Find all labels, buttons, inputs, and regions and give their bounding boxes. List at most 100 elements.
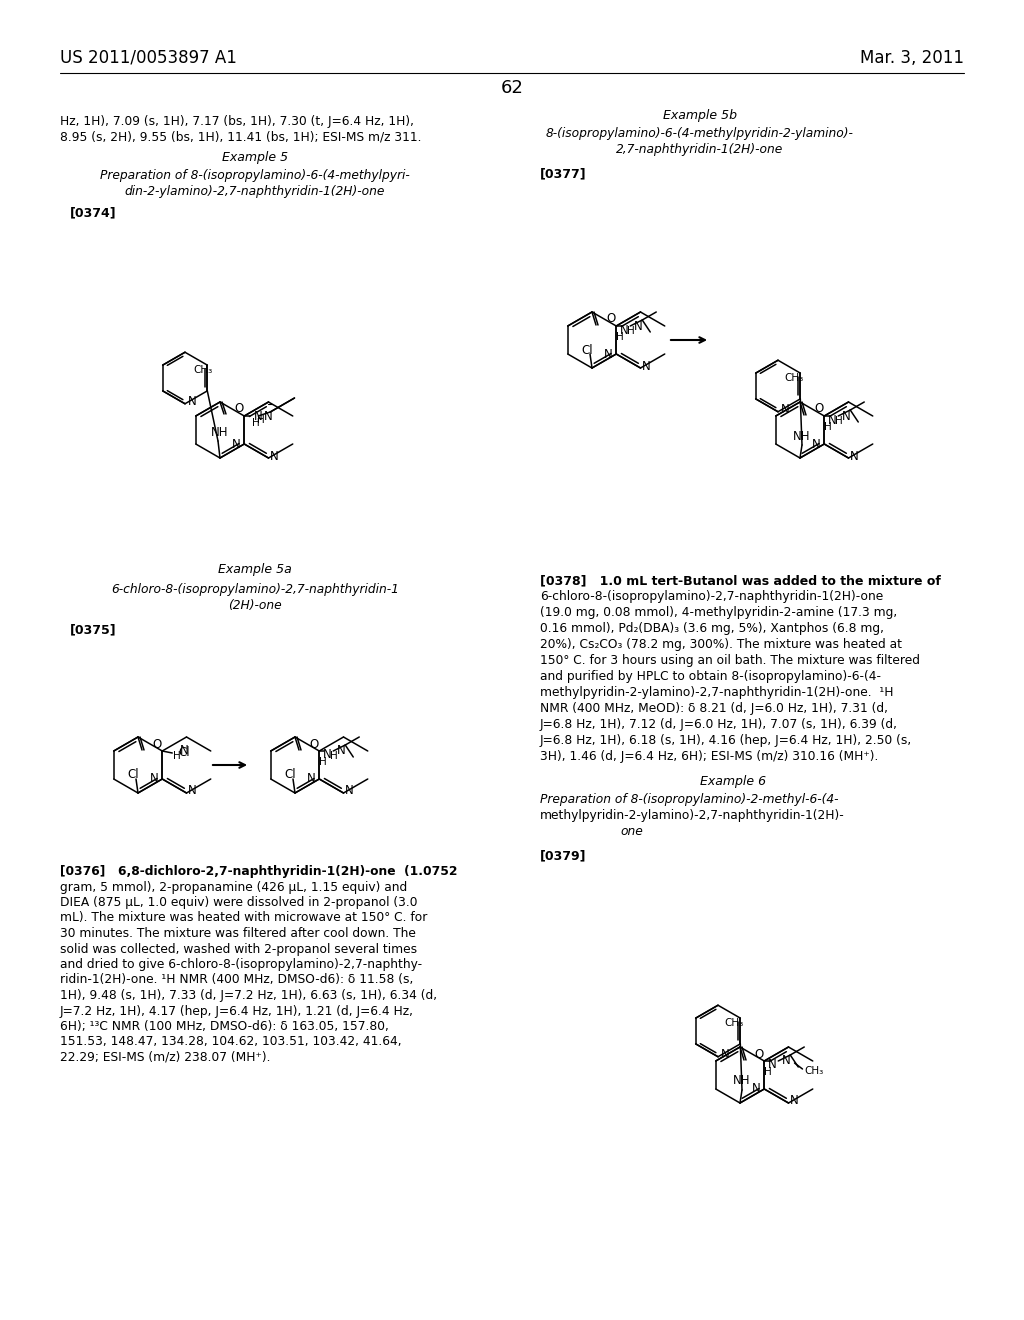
Text: CH₃: CH₃ xyxy=(784,374,804,383)
Text: Hz, 1H), 7.09 (s, 1H), 7.17 (bs, 1H), 7.30 (t, J=6.4 Hz, 1H),: Hz, 1H), 7.09 (s, 1H), 7.17 (bs, 1H), 7.… xyxy=(60,115,414,128)
Text: N: N xyxy=(620,323,629,337)
Text: CH₃: CH₃ xyxy=(805,1067,823,1076)
Text: H: H xyxy=(252,418,260,428)
Text: one: one xyxy=(620,825,643,838)
Text: H: H xyxy=(824,422,833,432)
Text: Cl: Cl xyxy=(582,343,593,356)
Text: 6H); ¹³C NMR (100 MHz, DMSO-d6): δ 163.05, 157.80,: 6H); ¹³C NMR (100 MHz, DMSO-d6): δ 163.0… xyxy=(60,1020,389,1034)
Text: H: H xyxy=(835,416,843,426)
Text: J=6.8 Hz, 1H), 7.12 (d, J=6.0 Hz, 1H), 7.07 (s, 1H), 6.39 (d,: J=6.8 Hz, 1H), 7.12 (d, J=6.0 Hz, 1H), 7… xyxy=(540,718,898,731)
Text: NH: NH xyxy=(794,429,811,442)
Text: (19.0 mg, 0.08 mmol), 4-methylpyridin-2-amine (17.3 mg,: (19.0 mg, 0.08 mmol), 4-methylpyridin-2-… xyxy=(540,606,897,619)
Text: methylpyridin-2-ylamino)-2,7-naphthyridin-1(2H)-: methylpyridin-2-ylamino)-2,7-naphthyridi… xyxy=(540,809,845,822)
Text: 6-chloro-8-(isopropylamino)-2,7-naphthyridin-1(2H)-one: 6-chloro-8-(isopropylamino)-2,7-naphthyr… xyxy=(540,590,884,603)
Text: CH₃: CH₃ xyxy=(724,1018,743,1028)
Text: [0377]: [0377] xyxy=(540,168,587,181)
Text: mL). The mixture was heated with microwave at 150° C. for: mL). The mixture was heated with microwa… xyxy=(60,912,427,924)
Text: 0.16 mmol), Pd₂(DBA)₃ (3.6 mg, 5%), Xantphos (6.8 mg,: 0.16 mmol), Pd₂(DBA)₃ (3.6 mg, 5%), Xant… xyxy=(540,622,884,635)
Text: DIEA (875 μL, 1.0 equiv) were dissolved in 2-propanol (3.0: DIEA (875 μL, 1.0 equiv) were dissolved … xyxy=(60,896,418,909)
Text: 8.95 (s, 2H), 9.55 (bs, 1H), 11.41 (bs, 1H); ESI-MS m/z 311.: 8.95 (s, 2H), 9.55 (bs, 1H), 11.41 (bs, … xyxy=(60,131,422,144)
Text: N: N xyxy=(721,1048,729,1061)
Text: H: H xyxy=(764,1067,772,1077)
Text: N: N xyxy=(307,772,315,785)
Text: Cl: Cl xyxy=(178,747,189,759)
Text: N: N xyxy=(791,1094,799,1107)
Text: N: N xyxy=(642,359,651,372)
Text: N: N xyxy=(270,450,279,462)
Text: 2,7-naphthyridin-1(2H)-one: 2,7-naphthyridin-1(2H)-one xyxy=(616,143,783,156)
Text: H: H xyxy=(319,756,327,767)
Text: N: N xyxy=(150,772,159,785)
Text: 3H), 1.46 (d, J=6.4 Hz, 6H); ESI-MS (m/z) 310.16 (MH⁺).: 3H), 1.46 (d, J=6.4 Hz, 6H); ESI-MS (m/z… xyxy=(540,750,879,763)
Text: H: H xyxy=(616,333,624,342)
Text: 62: 62 xyxy=(501,79,523,96)
Text: N: N xyxy=(827,413,837,426)
Text: O: O xyxy=(234,401,244,414)
Text: [0378]   1.0 mL tert-Butanol was added to the mixture of: [0378] 1.0 mL tert-Butanol was added to … xyxy=(540,574,941,587)
Text: [0374]: [0374] xyxy=(70,206,117,219)
Text: N: N xyxy=(254,409,263,422)
Text: Cl: Cl xyxy=(285,768,296,781)
Text: 20%), Cs₂CO₃ (78.2 mg, 300%). The mixture was heated at: 20%), Cs₂CO₃ (78.2 mg, 300%). The mixtur… xyxy=(540,638,902,651)
Text: O: O xyxy=(309,738,318,751)
Text: N: N xyxy=(850,450,859,462)
Text: 151.53, 148.47, 134.28, 104.62, 103.51, 103.42, 41.64,: 151.53, 148.47, 134.28, 104.62, 103.51, … xyxy=(60,1035,401,1048)
Text: 1H), 9.48 (s, 1H), 7.33 (d, J=7.2 Hz, 1H), 6.63 (s, 1H), 6.34 (d,: 1H), 9.48 (s, 1H), 7.33 (d, J=7.2 Hz, 1H… xyxy=(60,989,437,1002)
Text: solid was collected, washed with 2-propanol several times: solid was collected, washed with 2-propa… xyxy=(60,942,417,956)
Text: 30 minutes. The mixture was filtered after cool down. The: 30 minutes. The mixture was filtered aft… xyxy=(60,927,416,940)
Text: (2H)-one: (2H)-one xyxy=(228,599,282,612)
Text: Example 5a: Example 5a xyxy=(218,564,292,577)
Text: 22.29; ESI-MS (m/z) 238.07 (MH⁺).: 22.29; ESI-MS (m/z) 238.07 (MH⁺). xyxy=(60,1051,270,1064)
Text: N: N xyxy=(188,784,197,797)
Text: NH: NH xyxy=(211,426,228,440)
Text: 6-chloro-8-(isopropylamino)-2,7-naphthyridin-1: 6-chloro-8-(isopropylamino)-2,7-naphthyr… xyxy=(111,583,399,597)
Text: N: N xyxy=(264,409,272,422)
Text: O: O xyxy=(606,313,615,326)
Text: N: N xyxy=(337,744,346,758)
Text: NH: NH xyxy=(733,1074,751,1088)
Text: H: H xyxy=(330,751,337,762)
Text: gram, 5 mmol), 2-propanamine (426 μL, 1.15 equiv) and: gram, 5 mmol), 2-propanamine (426 μL, 1.… xyxy=(60,880,408,894)
Text: Mar. 3, 2011: Mar. 3, 2011 xyxy=(860,49,964,67)
Text: N: N xyxy=(604,347,612,360)
Text: Example 6: Example 6 xyxy=(700,775,766,788)
Text: N: N xyxy=(780,404,790,416)
Text: [0375]: [0375] xyxy=(70,623,117,636)
Text: J=6.8 Hz, 1H), 6.18 (s, 1H), 4.16 (hep, J=6.4 Hz, 1H), 2.50 (s,: J=6.8 Hz, 1H), 6.18 (s, 1H), 4.16 (hep, … xyxy=(540,734,912,747)
Text: O: O xyxy=(152,738,161,751)
Text: [0376]   6,8-dichloro-2,7-naphthyridin-1(2H)-one  (1.0752: [0376] 6,8-dichloro-2,7-naphthyridin-1(2… xyxy=(60,865,458,878)
Text: N: N xyxy=(345,784,354,797)
Text: O: O xyxy=(754,1048,763,1060)
Text: ridin-1(2H)-one. ¹H NMR (400 MHz, DMSO-d6): δ 11.58 (s,: ridin-1(2H)-one. ¹H NMR (400 MHz, DMSO-d… xyxy=(60,974,414,986)
Text: 8-(isopropylamino)-6-(4-methylpyridin-2-ylamino)-: 8-(isopropylamino)-6-(4-methylpyridin-2-… xyxy=(546,127,854,140)
Text: Preparation of 8-(isopropylamino)-6-(4-methylpyri-: Preparation of 8-(isopropylamino)-6-(4-m… xyxy=(100,169,410,181)
Text: methylpyridin-2-ylamino)-2,7-naphthyridin-1(2H)-one.  ¹H: methylpyridin-2-ylamino)-2,7-naphthyridi… xyxy=(540,686,894,700)
Text: CH₃: CH₃ xyxy=(194,366,213,375)
Text: N: N xyxy=(187,395,197,408)
Text: US 2011/0053897 A1: US 2011/0053897 A1 xyxy=(60,49,237,67)
Text: NMR (400 MHz, MeOD): δ 8.21 (d, J=6.0 Hz, 1H), 7.31 (d,: NMR (400 MHz, MeOD): δ 8.21 (d, J=6.0 Hz… xyxy=(540,702,888,715)
Text: O: O xyxy=(814,403,823,416)
Text: Example 5: Example 5 xyxy=(222,152,288,165)
Text: H: H xyxy=(173,751,180,762)
Text: N: N xyxy=(768,1059,776,1072)
Text: H: H xyxy=(257,414,264,425)
Text: N: N xyxy=(752,1082,761,1096)
Text: J=7.2 Hz, 1H), 4.17 (hep, J=6.4 Hz, 1H), 1.21 (d, J=6.4 Hz,: J=7.2 Hz, 1H), 4.17 (hep, J=6.4 Hz, 1H),… xyxy=(60,1005,414,1018)
Text: N: N xyxy=(323,748,332,762)
Text: H: H xyxy=(627,326,635,337)
Text: N: N xyxy=(180,744,188,758)
Text: and dried to give 6-chloro-8-(isopropylamino)-2,7-naphthy-: and dried to give 6-chloro-8-(isopropyla… xyxy=(60,958,422,972)
Text: Cl: Cl xyxy=(127,768,139,781)
Text: [0379]: [0379] xyxy=(540,849,587,862)
Text: 150° C. for 3 hours using an oil bath. The mixture was filtered: 150° C. for 3 hours using an oil bath. T… xyxy=(540,653,920,667)
Text: din-2-ylamino)-2,7-naphthyridin-1(2H)-one: din-2-ylamino)-2,7-naphthyridin-1(2H)-on… xyxy=(125,185,385,198)
Text: N: N xyxy=(634,319,643,333)
Text: N: N xyxy=(842,409,851,422)
Text: Preparation of 8-(isopropylamino)-2-methyl-6-(4-: Preparation of 8-(isopropylamino)-2-meth… xyxy=(540,793,839,807)
Text: N: N xyxy=(812,437,820,450)
Text: N: N xyxy=(782,1055,791,1068)
Text: N: N xyxy=(231,437,241,450)
Text: Example 5b: Example 5b xyxy=(663,108,737,121)
Text: and purified by HPLC to obtain 8-(isopropylamino)-6-(4-: and purified by HPLC to obtain 8-(isopro… xyxy=(540,671,881,682)
